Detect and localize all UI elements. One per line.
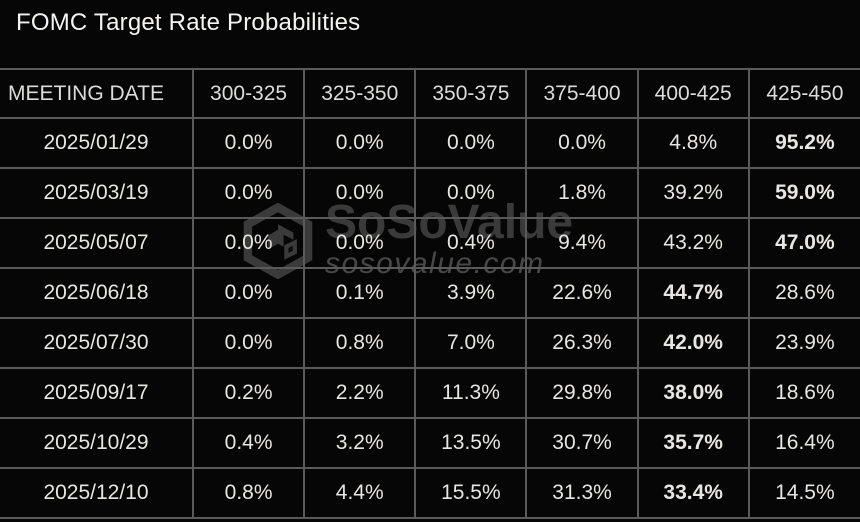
probability-cell: 4.8% <box>636 117 750 169</box>
table-row: 2025/03/19 0.0% 0.0% 0.0% 1.8% 39.2% 59.0% <box>0 167 860 219</box>
probability-cell: 11.3% <box>414 367 528 419</box>
meeting-date-cell: 2025/09/17 <box>0 367 194 419</box>
meeting-date-cell: 2025/03/19 <box>0 167 194 219</box>
probability-cell: 33.4% <box>636 467 750 519</box>
table-row: 2025/09/17 0.2% 2.2% 11.3% 29.8% 38.0% 18.6% <box>0 367 860 419</box>
probability-cell: 0.0% <box>303 117 417 169</box>
probability-cell: 2.2% <box>303 367 417 419</box>
table-header-row: MEETING DATE 300-325 325-350 350-375 375-400… <box>0 68 860 119</box>
rate-probabilities-table: MEETING DATE 300-325 325-350 350-375 375-400… <box>0 68 860 519</box>
probability-cell: 13.5% <box>414 417 528 469</box>
probability-cell: 28.6% <box>747 267 860 319</box>
probability-cell: 39.2% <box>636 167 750 219</box>
probability-cell: 0.4% <box>414 217 528 269</box>
table-row: 2025/01/29 0.0% 0.0% 0.0% 0.0% 4.8% 95.2% <box>0 117 860 169</box>
probability-cell: 38.0% <box>636 367 750 419</box>
probability-cell: 29.8% <box>525 367 639 419</box>
probability-cell: 0.8% <box>303 317 417 369</box>
probability-cell: 0.0% <box>191 117 306 169</box>
probability-cell: 31.3% <box>525 467 639 519</box>
probability-cell: 44.7% <box>636 267 750 319</box>
probability-cell: 9.4% <box>525 217 639 269</box>
probability-cell: 23.9% <box>747 317 860 369</box>
probability-cell: 95.2% <box>747 117 860 169</box>
probability-cell: 47.0% <box>747 217 860 269</box>
probability-cell: 1.8% <box>525 167 639 219</box>
probability-cell: 0.0% <box>303 167 417 219</box>
probability-cell: 15.5% <box>414 467 528 519</box>
meeting-date-cell: 2025/06/18 <box>0 267 194 319</box>
probability-cell: 4.4% <box>303 467 417 519</box>
probability-cell: 0.8% <box>191 467 306 519</box>
probability-cell: 0.0% <box>414 117 528 169</box>
probability-cell: 0.0% <box>414 167 528 219</box>
meeting-date-cell: 2025/05/07 <box>0 217 194 269</box>
table-row: 2025/12/10 0.8% 4.4% 15.5% 31.3% 33.4% 14.5% <box>0 467 860 519</box>
page-title: FOMC Target Rate Probabilities <box>16 9 361 36</box>
probability-cell: 35.7% <box>636 417 750 469</box>
probability-cell: 0.2% <box>191 367 306 419</box>
column-header-range-400-425: 400-425 <box>636 68 750 119</box>
meeting-date-cell: 2025/01/29 <box>0 117 194 169</box>
column-header-range-375-400: 375-400 <box>525 68 639 119</box>
probability-cell: 26.3% <box>525 317 639 369</box>
probability-cell: 22.6% <box>525 267 639 319</box>
table-row: 2025/05/07 0.0% 0.0% 0.4% 9.4% 43.2% 47.0% <box>0 217 860 269</box>
column-header-range-350-375: 350-375 <box>414 68 528 119</box>
probability-cell: 0.0% <box>191 217 306 269</box>
meeting-date-cell: 2025/07/30 <box>0 317 194 369</box>
probability-cell: 0.0% <box>525 117 639 169</box>
probability-cell: 0.1% <box>303 267 417 319</box>
probability-cell: 43.2% <box>636 217 750 269</box>
probability-cell: 0.4% <box>191 417 306 469</box>
probability-cell: 0.0% <box>303 217 417 269</box>
probability-cell: 7.0% <box>414 317 528 369</box>
meeting-date-cell: 2025/12/10 <box>0 467 194 519</box>
column-header-range-300-325: 300-325 <box>191 68 306 119</box>
table-row: 2025/07/30 0.0% 0.8% 7.0% 26.3% 42.0% 23.9% <box>0 317 860 369</box>
probability-cell: 16.4% <box>747 417 860 469</box>
probability-cell: 3.9% <box>414 267 528 319</box>
probability-cell: 0.0% <box>191 167 306 219</box>
table-row: 2025/06/18 0.0% 0.1% 3.9% 22.6% 44.7% 28.6% <box>0 267 860 319</box>
probability-cell: 0.0% <box>191 317 306 369</box>
column-header-range-425-450: 425-450 <box>747 68 860 119</box>
probability-cell: 3.2% <box>303 417 417 469</box>
probability-cell: 14.5% <box>747 467 860 519</box>
probability-cell: 59.0% <box>747 167 860 219</box>
probability-cell: 18.6% <box>747 367 860 419</box>
probability-cell: 0.0% <box>191 267 306 319</box>
meeting-date-cell: 2025/10/29 <box>0 417 194 469</box>
probability-cell: 30.7% <box>525 417 639 469</box>
table-body: 2025/01/29 0.0% 0.0% 0.0% 0.0% 4.8% 95.2% 2025/… <box>0 117 860 519</box>
probability-cell: 42.0% <box>636 317 750 369</box>
table-row: 2025/10/29 0.4% 3.2% 13.5% 30.7% 35.7% 16.4% <box>0 417 860 469</box>
column-header-range-325-350: 325-350 <box>303 68 417 119</box>
column-header-meeting-date: MEETING DATE <box>0 68 194 119</box>
